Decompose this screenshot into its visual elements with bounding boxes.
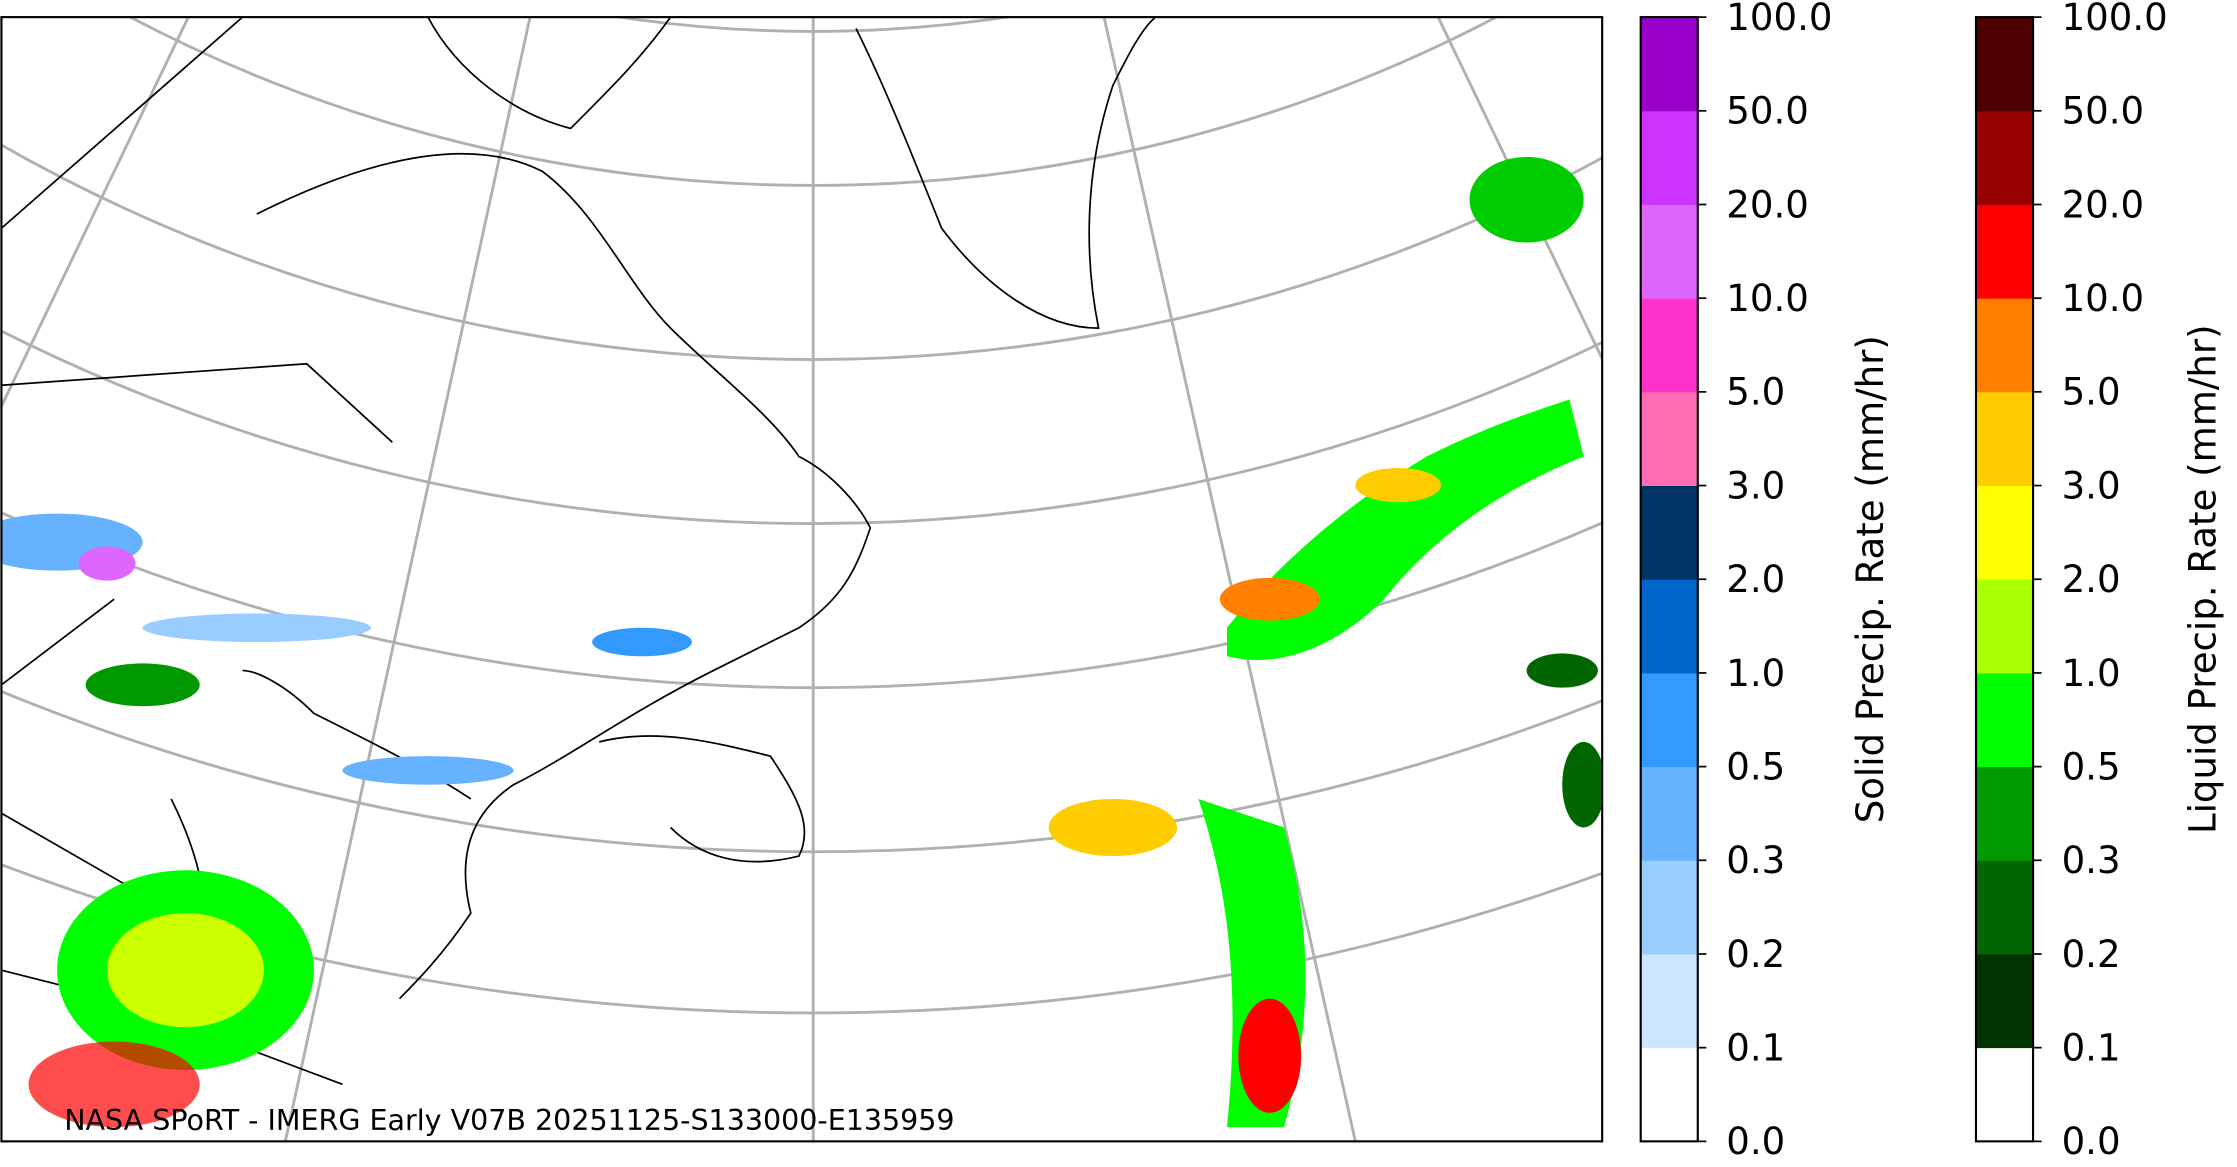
colorbar-tick-label: 0.1 — [2062, 1027, 2121, 1070]
colorbar-segment — [1975, 860, 2034, 955]
colorbar-segment — [1975, 204, 2034, 299]
colorbar-segment — [1640, 953, 1698, 1049]
colorbar-segment — [1640, 579, 1698, 674]
colorbar-tick-label: 0.1 — [1726, 1027, 1785, 1070]
colorbar-segment — [1640, 298, 1698, 393]
colorbar-tick-label: 0.5 — [2062, 745, 2121, 788]
colorbar-segment — [1975, 17, 2034, 112]
colorbar-segment — [1640, 1047, 1698, 1142]
precip-area — [1526, 653, 1598, 688]
colorbar-tick-label: 0.0 — [2062, 1120, 2121, 1163]
precip-area — [1219, 577, 1320, 621]
colorbar-tick-label: 50.0 — [2062, 90, 2145, 133]
coastlines — [1, 17, 1157, 1086]
precip-area — [1355, 467, 1441, 503]
precip-area — [1238, 998, 1302, 1113]
precip-area — [342, 756, 514, 785]
precip-area — [85, 663, 200, 707]
colorbar-tick-label: 0.2 — [2062, 933, 2121, 976]
precip-area — [1048, 798, 1178, 857]
precip-area — [78, 546, 136, 581]
precip-area — [28, 1041, 200, 1128]
coastline — [855, 17, 1157, 329]
colorbar-segment — [1975, 298, 2034, 393]
colorbar-tick-label: 10.0 — [1726, 277, 1809, 320]
colorbar-segment — [1975, 391, 2034, 486]
colorbar-label: Solid Precip. Rate (mm/hr) — [1849, 335, 1892, 823]
colorbar-tick-label: 0.2 — [1726, 933, 1785, 976]
colorbar-segment — [1975, 766, 2034, 861]
colorbar-segment — [1975, 110, 2034, 205]
colorbar-segment — [1640, 204, 1698, 299]
colorbar-tick-label: 0.3 — [2062, 839, 2121, 882]
map: NASA SPoRT - IMERG Early V07B 20251125-S… — [1, 17, 1603, 1142]
coastline — [599, 735, 806, 863]
colorbar-tick-label: 3.0 — [2062, 464, 2121, 507]
coastline — [427, 17, 672, 130]
colorbar-segment — [1975, 953, 2034, 1049]
colorbar-tick-label: 2.0 — [2062, 558, 2121, 601]
map-frame — [0, 16, 1604, 1143]
colorbar-segment — [1640, 391, 1698, 486]
colorbar-segment — [1640, 766, 1698, 861]
colorbar-segment — [1640, 672, 1698, 768]
colorbar-segment — [1640, 860, 1698, 955]
colorbar-tick-label: 10.0 — [2062, 277, 2145, 320]
colorbar-segment — [1975, 579, 2034, 674]
precipitation — [1, 156, 1603, 1128]
precip-area — [142, 613, 371, 643]
colorbar-tick-label: 20.0 — [1726, 183, 1809, 226]
colorbar-segment — [1975, 672, 2034, 768]
precip-area — [1562, 741, 1603, 828]
colorbar-tick-label: 0.3 — [1726, 839, 1785, 882]
precip-area — [107, 913, 264, 1028]
graticule — [1, 17, 1603, 1142]
colorbar-tick-label: 100.0 — [2062, 0, 2168, 39]
colorbar-tick-label: 1.0 — [1726, 652, 1785, 695]
credit: NASA SPoRT - IMERG Early V07B 20251125-S… — [64, 1104, 954, 1137]
colorbar-segment — [1640, 17, 1698, 112]
colorbar-segment — [1640, 110, 1698, 205]
colorbar-tick-label: 20.0 — [2062, 183, 2145, 226]
colorbar-tick-label: 3.0 — [1726, 464, 1785, 507]
colorbar-tick-label: 50.0 — [1726, 90, 1809, 133]
meridian — [283, 17, 532, 1142]
colorbar-tick-label: 0.5 — [1726, 745, 1785, 788]
colorbar-tick-label: 5.0 — [1726, 371, 1785, 414]
coastline — [256, 152, 872, 1000]
meridian — [1102, 17, 1357, 1142]
precip-area — [1469, 156, 1584, 243]
colorbar-segment — [1975, 485, 2034, 580]
colorbar-tick-label: 0.0 — [1726, 1120, 1785, 1163]
colorbar-label: Liquid Precip. Rate (mm/hr) — [2182, 324, 2225, 834]
colorbar-segment — [1640, 485, 1698, 580]
colorbar-tick-label: 5.0 — [2062, 371, 2121, 414]
colorbar-tick-label: 100.0 — [1726, 0, 1832, 39]
colorbar-tick-label: 1.0 — [2062, 652, 2121, 695]
colorbar-segment — [1975, 1047, 2034, 1142]
boundary — [1, 17, 393, 1086]
colorbar-tick-label: 2.0 — [1726, 558, 1785, 601]
precip-area — [592, 627, 692, 657]
